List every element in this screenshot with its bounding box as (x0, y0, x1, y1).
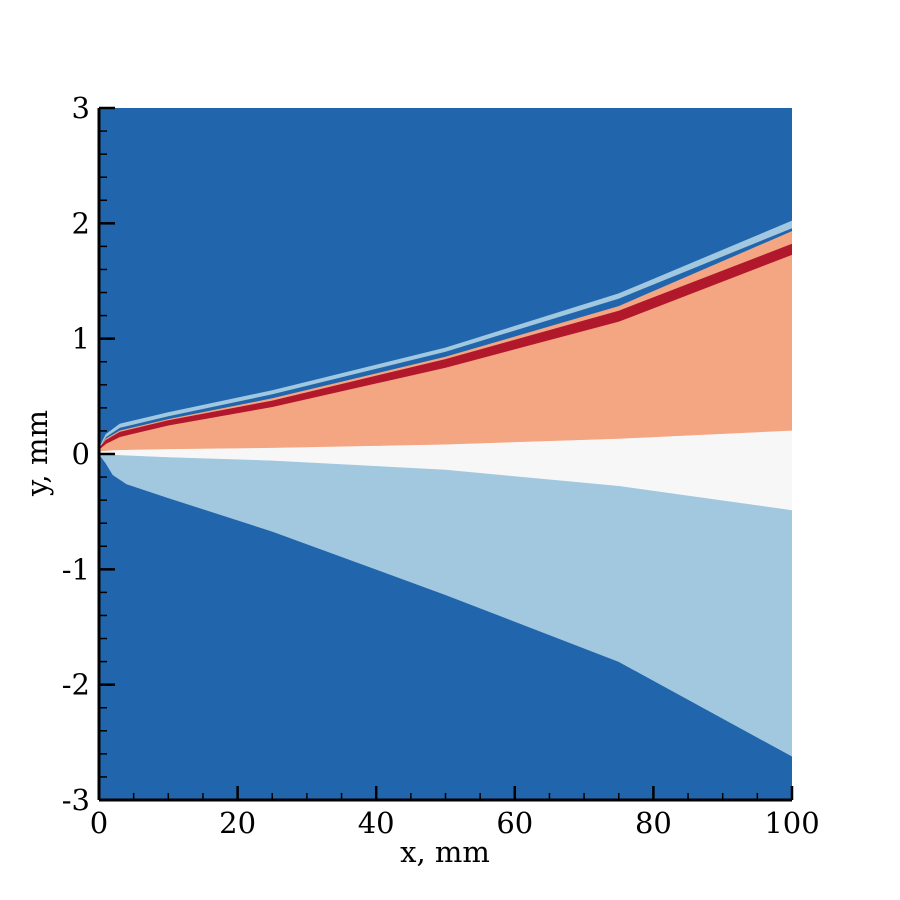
x-tick-label: 0 (90, 806, 108, 840)
x-tick-label: 60 (496, 806, 533, 840)
x-tick-label: 100 (764, 806, 819, 840)
plot-area (99, 108, 792, 800)
y-tick-label: -3 (62, 783, 90, 817)
axes (97, 106, 794, 802)
contour-band-3 (99, 243, 792, 450)
x-tick-label: 40 (358, 806, 395, 840)
y-tick-label: 1 (72, 322, 90, 356)
y-tick-labels: -3 -2 -1 0 1 2 3 (62, 91, 90, 817)
y-tick-label: 0 (72, 437, 90, 471)
contour-band-1 (99, 220, 792, 449)
y-tick-label: 2 (72, 206, 90, 240)
x-tick-label: 20 (219, 806, 256, 840)
y-tick-label: 3 (72, 91, 90, 125)
x-axis-title: x, mm (400, 835, 490, 869)
x-tick-labels: 0 20 40 60 80 100 (90, 806, 820, 840)
y-axis-title: y, mm (20, 410, 54, 497)
x-tick-label: 80 (635, 806, 672, 840)
contour-band-5 (99, 453, 792, 757)
y-tick-label: -1 (62, 552, 90, 586)
y-tick-label: -2 (62, 668, 90, 702)
